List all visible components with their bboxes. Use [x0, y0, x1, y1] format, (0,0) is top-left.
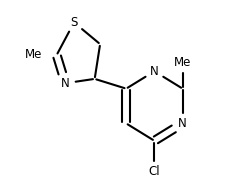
- Text: Cl: Cl: [149, 165, 160, 178]
- Text: N: N: [150, 65, 159, 78]
- Text: N: N: [178, 117, 187, 130]
- Text: Me: Me: [174, 56, 191, 69]
- Text: Me: Me: [25, 49, 43, 62]
- Text: N: N: [61, 77, 70, 90]
- Text: S: S: [70, 16, 78, 29]
